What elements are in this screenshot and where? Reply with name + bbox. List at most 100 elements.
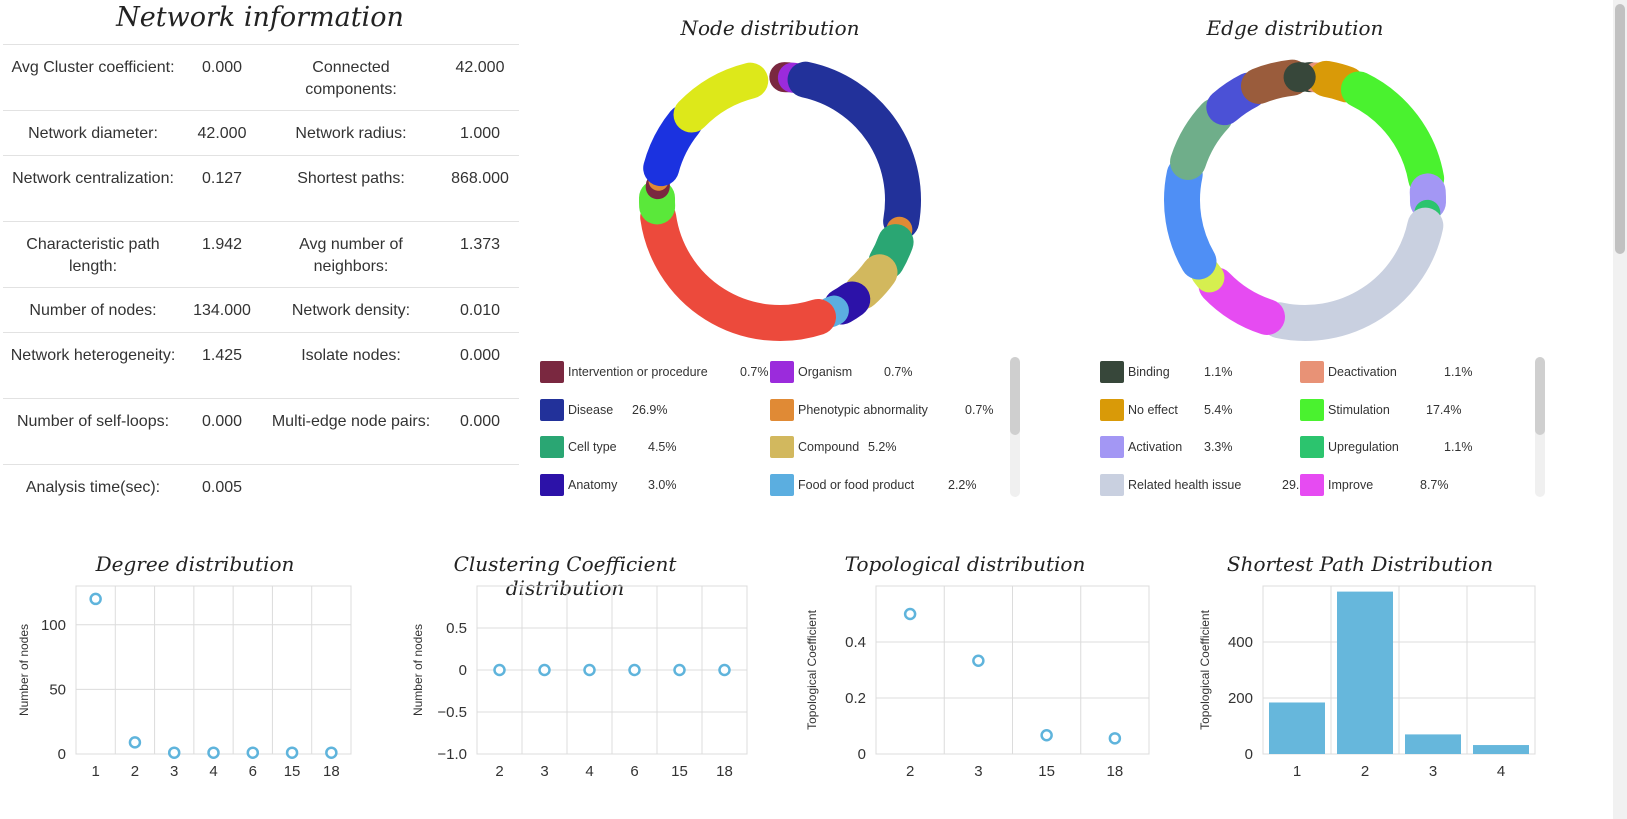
edge-legend-scrollbar[interactable] (1535, 357, 1545, 497)
legend-swatch (770, 398, 794, 421)
x-tick-label: 18 (716, 763, 733, 780)
x-tick-label: 3 (974, 763, 982, 780)
legend-swatch (1100, 361, 1124, 383)
legend-label: Organism (798, 365, 853, 379)
bar (1405, 734, 1461, 754)
network-metric-value: 0.000 (183, 398, 261, 465)
node-legend-scrollbar[interactable] (1010, 357, 1020, 497)
legend-item[interactable]: Organism 0.7% (770, 360, 913, 384)
clustering-chart-title: Clustering Coefficient distribution (453, 552, 677, 600)
y-axis-label: Number of nodes (17, 624, 31, 716)
legend-item[interactable]: Intervention or procedure 0.7% (540, 360, 769, 384)
legend-label: Anatomy (568, 477, 618, 492)
network-info-row: Number of nodes: 134.000 Network density: 0… (3, 287, 519, 333)
legend-swatch (1300, 398, 1324, 421)
y-tick-label: 0 (459, 662, 467, 679)
legend-swatch (540, 361, 564, 383)
legend-label: Improve (1328, 477, 1374, 492)
legend-item[interactable]: Food or food product 2.2% (770, 473, 977, 497)
donut-segment (787, 61, 921, 240)
x-tick-label: 3 (170, 763, 178, 780)
network-info-row: Network heterogeneity: 1.425 Isolate nodes… (3, 332, 519, 399)
network-metric-value: 1.942 (183, 221, 261, 288)
network-metric-value (441, 464, 519, 515)
data-point (972, 654, 985, 668)
y-tick-label: 200 (1228, 690, 1253, 707)
donut-segment (1170, 98, 1234, 180)
legend-item[interactable]: Stimulation 17.4% (1300, 398, 1461, 422)
legend-percent: 1.1% (1444, 365, 1473, 379)
node-legend-scrollbar-thumb[interactable] (1010, 357, 1020, 435)
y-tick-label: 0.4 (845, 634, 866, 651)
network-metric-value: 0.000 (183, 44, 261, 111)
legend-percent: 2.2% (948, 477, 977, 492)
degree-chart-title: Degree distribution (95, 552, 295, 576)
legend-percent: 26.9% (632, 402, 668, 417)
legend-percent: 1.1% (1204, 365, 1233, 379)
node-donut-chart (639, 61, 921, 341)
donut-segment (643, 104, 703, 187)
network-info-table: Avg Cluster coefficient: 0.000 Connected c… (3, 44, 519, 515)
y-tick-label: 0 (858, 746, 866, 763)
page-scrollbar[interactable] (1613, 0, 1627, 819)
y-tick-label: 100 (41, 617, 66, 634)
plot-frame (75, 585, 352, 755)
legend-item[interactable]: Improve 8.7% (1300, 473, 1449, 497)
legend-item[interactable]: Related health issue29.3% (1100, 473, 1317, 497)
legend-item[interactable]: No effect 5.4% (1100, 398, 1233, 422)
network-metric-label: Avg Cluster coefficient: (3, 44, 183, 111)
legend-swatch (770, 473, 794, 496)
y-tick-label: −1.0 (437, 746, 467, 763)
donut-segment (1340, 71, 1445, 197)
legend-label: Cell type (568, 440, 617, 454)
network-metric-value: 1.373 (441, 221, 519, 288)
legend-item[interactable]: Compound 5.2% (770, 435, 897, 459)
network-info-row: Analysis time(sec): 0.005 (3, 464, 519, 515)
x-tick-label: 18 (323, 763, 340, 780)
network-metric-value: 0.010 (441, 287, 519, 333)
page-scrollbar-thumb[interactable] (1615, 4, 1625, 254)
network-metric-label (261, 464, 441, 515)
node-distribution-title: Node distribution (680, 16, 860, 40)
network-metric-label: Isolate nodes: (261, 332, 441, 399)
legend-percent: 0.7% (740, 365, 769, 379)
legend-item[interactable]: Upregulation 1.1% (1300, 435, 1473, 459)
x-tick-label: 2 (906, 763, 914, 780)
legend-percent: 3.3% (1204, 440, 1233, 454)
network-info-row: Network centralization: 0.127 Shortest pat… (3, 155, 519, 222)
clustering-coefficient-chart: −1.0 −0.5 0 0.5 2 3 4 6 15 18 Number of nodes (411, 585, 748, 780)
legend-percent: 1.1% (1444, 440, 1473, 454)
data-point (673, 663, 686, 677)
x-tick-label: 3 (1429, 763, 1437, 780)
x-tick-label: 15 (671, 763, 688, 780)
legend-percent: 4.5% (648, 440, 677, 454)
edge-donut-chart (1164, 59, 1446, 341)
legend-swatch (770, 436, 794, 458)
legend-swatch (1300, 473, 1324, 496)
network-info-row: Number of self-loops: 0.000 Multi-edge nod… (3, 398, 519, 465)
legend-item[interactable]: Phenotypic abnormality 0.7% (770, 398, 994, 422)
y-tick-label: 400 (1228, 634, 1253, 651)
legend-item[interactable]: Anatomy 3.0% (540, 473, 677, 497)
donut-segment (640, 199, 837, 341)
legend-item[interactable]: Activation 3.3% (1100, 435, 1233, 459)
legend-item[interactable]: Cell type 4.5% (540, 435, 677, 459)
legend-item[interactable]: Binding 1.1% (1100, 360, 1233, 384)
legend-percent: 5.4% (1204, 402, 1233, 417)
network-metric-label: Characteristic path length: (3, 221, 183, 288)
edge-legend-scrollbar-thumb[interactable] (1535, 357, 1545, 435)
y-tick-label: 0.5 (446, 620, 467, 637)
x-tick-label: 1 (91, 763, 99, 780)
legend-percent: 3.0% (648, 477, 677, 492)
legend-item[interactable]: Deactivation 1.1% (1300, 360, 1473, 384)
legend-item[interactable]: Disease 26.9% (540, 398, 667, 422)
bar (1473, 745, 1529, 754)
legend-swatch (540, 436, 564, 458)
network-metric-label: Analysis time(sec): (3, 464, 183, 515)
network-metric-value: 868.000 (441, 155, 519, 222)
topological-distribution-chart: 0 0.2 0.4 2 3 15 18 Topological Coefficient (805, 585, 1150, 780)
x-tick-label: 4 (585, 763, 593, 780)
network-info-row: Avg Cluster coefficient: 0.000 Connected c… (3, 44, 519, 111)
network-metric-label: Number of self-loops: (3, 398, 183, 465)
x-tick-label: 15 (1038, 763, 1055, 780)
